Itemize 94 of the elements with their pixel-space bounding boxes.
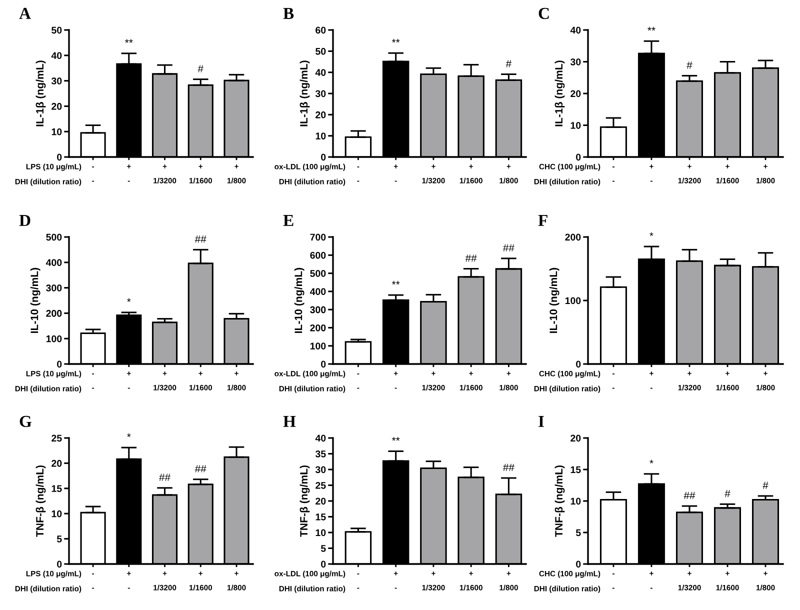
y-tick-label: 10 xyxy=(52,128,62,136)
data-label: ** xyxy=(392,437,400,441)
y-axis-title: TNF-β (ng/mL) xyxy=(554,465,565,537)
y-tick-label: 5 xyxy=(576,529,581,536)
y-axis-title: IL-10 (ng/mL) xyxy=(549,268,560,333)
y-tick-label: 0 xyxy=(57,154,62,161)
data-label: * xyxy=(127,433,131,438)
y-tick-label: 0 xyxy=(321,154,326,161)
y-tick-label: 35 xyxy=(315,450,326,458)
y-tick-label: 20 xyxy=(316,498,326,505)
data-label: ## xyxy=(465,254,477,262)
data-label: * xyxy=(650,460,654,464)
y-tick-label: 0 xyxy=(321,360,326,368)
data-label: # xyxy=(198,65,204,72)
y-tick-label: 30 xyxy=(315,466,326,474)
chart-title: E xyxy=(283,214,294,226)
data-label: ** xyxy=(648,26,656,31)
y-tick-label: 10 xyxy=(570,498,581,505)
data-label: # xyxy=(686,62,692,69)
y-tick-label: 50 xyxy=(316,48,326,55)
y-tick-label: 10 xyxy=(570,122,581,129)
y-tick-label: 200 xyxy=(46,310,62,317)
y-tick-label: 100 xyxy=(46,335,62,342)
y-tick-label: 40 xyxy=(51,52,62,60)
y-tick-label: 300 xyxy=(46,284,62,292)
y-tick-label: 20 xyxy=(570,434,581,442)
y-tick-label: 15 xyxy=(316,514,326,520)
y-tick-label: 600 xyxy=(310,252,326,259)
y-tick-label: 40 xyxy=(570,26,581,34)
y-tick-label: 10 xyxy=(316,132,326,140)
chart-title: F xyxy=(538,214,548,226)
chart-title: G xyxy=(20,416,32,428)
data-label: ** xyxy=(392,280,400,285)
chart-title: C xyxy=(538,8,549,20)
y-tick-label: 25 xyxy=(316,482,326,489)
y-tick-label: 100 xyxy=(565,297,581,304)
y-axis-title: IL-10 (ng/mL) xyxy=(294,268,304,333)
y-tick-label: 400 xyxy=(46,259,62,266)
y-tick-label: 50 xyxy=(52,26,62,34)
chart-title: A xyxy=(19,8,31,19)
y-axis-title: IL-1β (ng/mL) xyxy=(36,60,46,126)
y-tick-label: 20 xyxy=(570,90,581,98)
y-axis-title: IL-1β (ng/mL) xyxy=(554,60,565,126)
y-tick-label: 20 xyxy=(52,102,62,110)
data-label: ## xyxy=(194,465,206,472)
y-tick-label: 60 xyxy=(316,26,326,34)
y-tick-label: 0 xyxy=(576,560,581,568)
chart-title: B xyxy=(283,8,294,19)
y-axis-title: TNF-β (ng/mL) xyxy=(300,465,310,537)
y-tick-label: 25 xyxy=(52,434,62,442)
y-tick-label: 100 xyxy=(310,342,326,350)
y-tick-label: 10 xyxy=(52,510,62,518)
data-label: ## xyxy=(194,236,206,243)
data-label: ## xyxy=(502,464,514,471)
data-label: ## xyxy=(684,492,696,500)
data-label: # xyxy=(762,482,768,489)
y-tick-label: 20 xyxy=(52,460,62,467)
y-tick-label: 30 xyxy=(51,78,62,84)
data-label: * xyxy=(127,298,131,302)
data-label: ** xyxy=(392,38,400,43)
y-tick-label: 700 xyxy=(310,234,326,241)
y-tick-label: 500 xyxy=(46,234,62,241)
y-tick-label: 0 xyxy=(57,360,62,368)
y-tick-label: 300 xyxy=(310,306,326,314)
y-tick-label: 0 xyxy=(57,560,62,568)
y-tick-label: 5 xyxy=(56,536,62,542)
y-axis-title: IL-1β (ng/mL) xyxy=(300,60,310,126)
y-tick-label: 0 xyxy=(576,360,581,368)
data-label: ** xyxy=(125,39,133,43)
y-tick-label: 30 xyxy=(570,58,581,66)
y-tick-label: 15 xyxy=(570,466,581,474)
y-axis-title: IL-10 (ng/mL) xyxy=(30,268,40,333)
data-label: ## xyxy=(159,474,171,481)
data-label: # xyxy=(724,490,730,498)
y-tick-label: 200 xyxy=(310,324,326,332)
y-tick-label: 40 xyxy=(315,434,326,442)
y-tick-label: 40 xyxy=(315,69,326,76)
y-tick-label: 0 xyxy=(321,560,326,568)
chart-title: H xyxy=(283,416,296,427)
y-tick-label: 500 xyxy=(310,270,326,277)
data-label: ## xyxy=(502,244,514,252)
y-tick-label: 15 xyxy=(52,485,62,492)
y-tick-label: 10 xyxy=(316,529,326,536)
y-tick-label: 30 xyxy=(315,90,326,98)
y-tick-label: 5 xyxy=(320,545,326,552)
y-tick-label: 0 xyxy=(576,154,581,161)
data-label: # xyxy=(506,60,512,68)
y-tick-label: 20 xyxy=(316,111,326,118)
data-label: * xyxy=(650,232,654,236)
chart-title: D xyxy=(19,214,30,226)
y-axis-title: TNF-β (ng/mL) xyxy=(36,465,46,537)
y-tick-label: 400 xyxy=(310,288,326,296)
y-tick-label: 200 xyxy=(565,234,581,241)
chart-title: I xyxy=(538,416,544,427)
